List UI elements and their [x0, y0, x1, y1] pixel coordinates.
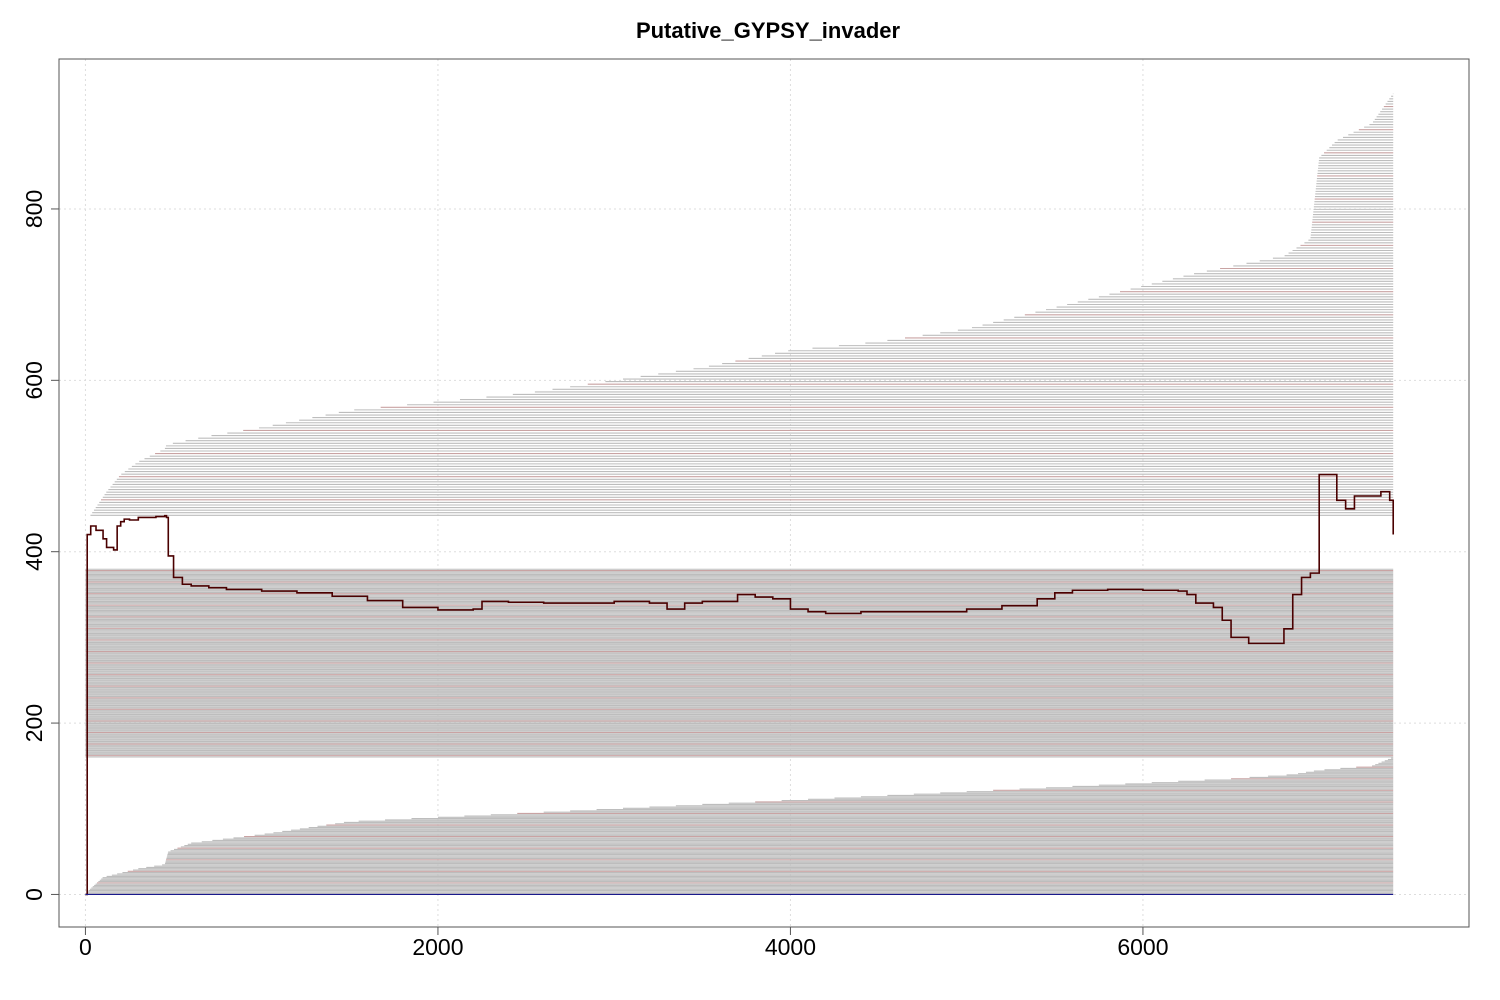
x-tick-label: 0	[79, 934, 92, 960]
x-tick-label: 2000	[412, 934, 463, 960]
chart-title: Putative_GYPSY_invader	[636, 18, 901, 43]
y-tick-label: 200	[21, 704, 47, 742]
y-axis: 0 200 400 600 800	[21, 190, 60, 901]
y-tick-label: 800	[21, 190, 47, 228]
coverage-line	[85, 473, 1395, 896]
x-axis: 0 2000 4000 6000	[79, 926, 1169, 960]
x-tick-label: 6000	[1117, 934, 1168, 960]
x-tick-label: 4000	[765, 934, 816, 960]
y-tick-label: 400	[21, 533, 47, 571]
y-tick-label: 600	[21, 361, 47, 399]
series-layer	[85, 473, 1395, 896]
alignment-segments-layer	[85, 93, 1394, 895]
y-tick-label: 0	[21, 888, 47, 901]
